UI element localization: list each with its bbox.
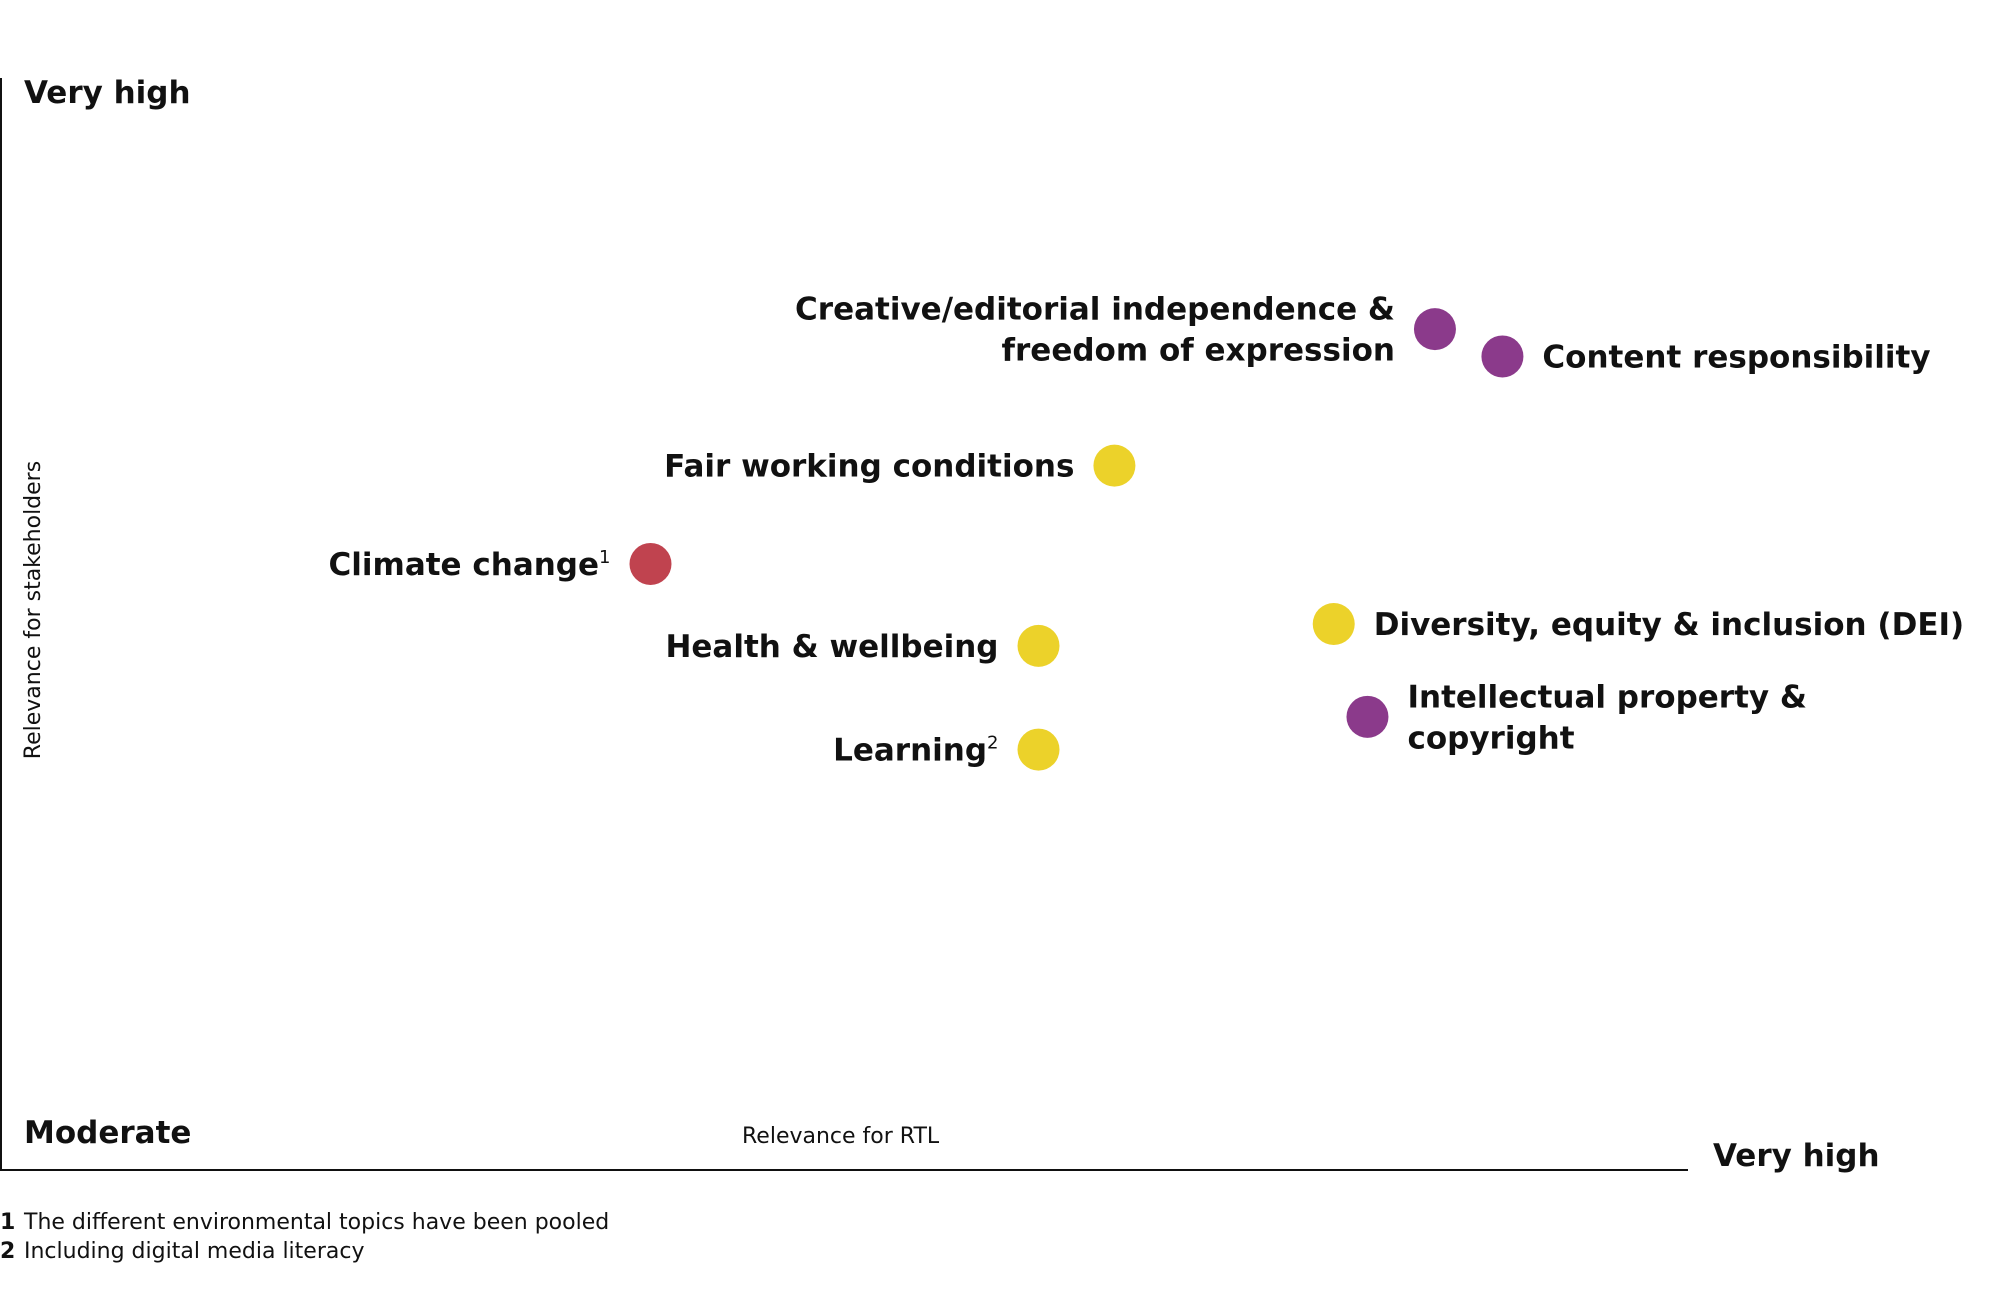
point-label: Learning2 [833,733,998,769]
footnote-1: 1 The different environmental topics hav… [0,1208,900,1237]
point-label: Climate change1 [329,547,611,583]
data-point-learning: Learning2 [833,728,1060,771]
data-point-fair-working-conditions: Fair working conditions [664,444,1136,487]
footnote-number: 2 [0,1239,16,1264]
point-marker [1093,444,1136,487]
data-point-health-wellbeing: Health & wellbeing [665,624,1060,667]
point-label: Diversity, equity & inclusion (DEI) [1374,607,1964,643]
point-label-line: Creative/editorial independence & [795,292,1395,328]
y-axis-title: Relevance for stakeholders [21,461,46,759]
data-point-intellectual-property-copyright: Intellectual property & copyright [1346,679,1807,756]
point-label: Health & wellbeing [665,629,998,665]
x-axis-high-label: Very high [1713,1138,1880,1174]
point-label-line: copyright [1407,720,1574,756]
data-point-diversity-equity-inclusion-dei: Diversity, equity & inclusion (DEI) [1312,603,1964,645]
y-axis-high-label: Very high [24,75,191,111]
point-marker [1017,624,1060,667]
point-label-line: Diversity, equity & inclusion (DEI) [1374,607,1964,643]
footnote-text: Including digital media literacy [24,1239,365,1264]
point-label-line: Health & wellbeing [665,629,998,665]
footnote-number: 1 [0,1210,16,1235]
footnote-marker: 2 [987,733,998,754]
footnotes: 1 The different environmental topics hav… [0,1208,900,1266]
data-point-content-responsibility: Content responsibility [1481,335,1931,378]
footnote-2: 2 Including digital media literacy [0,1237,900,1266]
point-marker [1346,695,1389,738]
point-marker [1017,728,1060,771]
point-label-line: Learning [833,733,987,769]
footnote-marker: 1 [599,547,610,568]
point-label-line: Fair working conditions [664,449,1074,485]
point-label-line: Climate change [329,547,600,583]
point-label: Content responsibility [1542,339,1930,375]
data-point-climate-change: Climate change1 [329,542,672,585]
data-point-creative-editorial-independence-freedom-of-expression: Creative/editorial independence & freedom… [795,292,1456,369]
point-marker [1481,335,1524,378]
x-axis-title: Relevance for RTL [742,1124,940,1149]
footnote-text: The different environmental topics have … [24,1210,610,1235]
point-marker [629,542,672,585]
point-marker [1413,308,1456,351]
point-label: Fair working conditions [664,449,1074,485]
point-label-line: Content responsibility [1542,339,1930,375]
point-label-line: Intellectual property & [1407,679,1806,715]
point-label: Creative/editorial independence & freedom… [795,292,1395,369]
point-label-line: freedom of expression [1002,333,1395,369]
point-marker [1312,603,1355,645]
y-axis-low-label: Moderate [24,1115,191,1151]
point-label: Intellectual property & copyright [1407,679,1806,756]
data-points: Creative/editorial independence & freedom… [329,292,1964,771]
